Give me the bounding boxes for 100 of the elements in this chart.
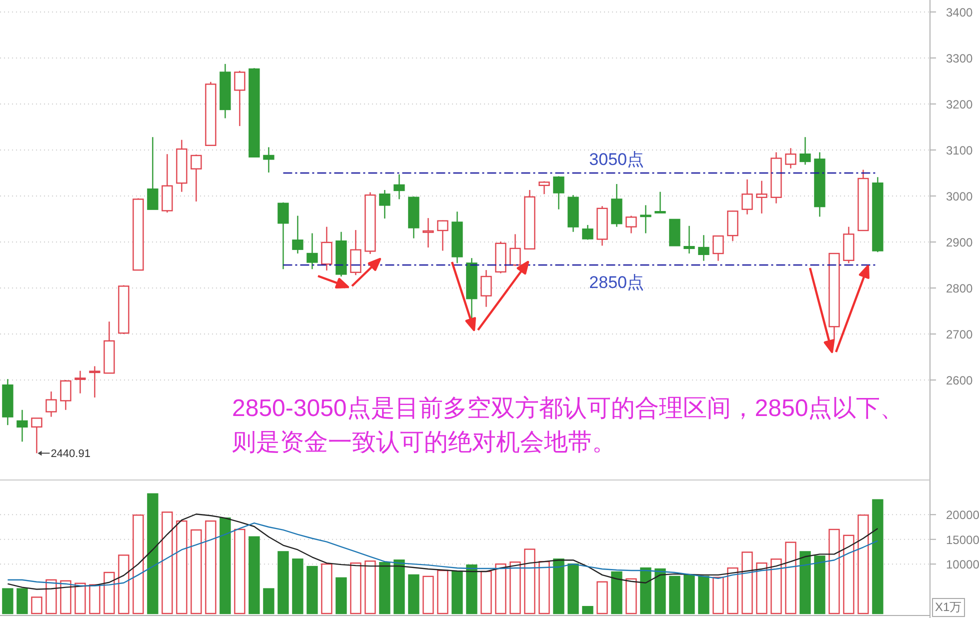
bar — [364, 560, 376, 614]
candlestick — [466, 257, 478, 319]
bar — [553, 558, 564, 614]
candlestick — [684, 225, 695, 254]
y-tick-label: 3400 — [946, 5, 974, 20]
candlestick — [742, 178, 753, 215]
y-tick-label: 3300 — [946, 51, 974, 66]
bar — [336, 577, 347, 614]
candlestick — [379, 189, 390, 220]
text: X1万 — [932, 598, 965, 617]
bar — [727, 567, 738, 614]
bar — [756, 562, 768, 614]
y-tick-label: 15000 — [946, 532, 979, 547]
candlestick — [785, 148, 796, 169]
bar — [828, 528, 840, 614]
bar — [394, 560, 405, 614]
candlestick — [480, 269, 492, 308]
annotation: 2440.91 — [50, 448, 90, 460]
bar — [684, 574, 695, 614]
y-tick-label: 2900 — [946, 235, 974, 250]
bar — [654, 568, 666, 614]
bar — [480, 570, 492, 614]
bar — [89, 584, 100, 614]
bar — [698, 576, 710, 614]
bar — [220, 517, 231, 614]
candlestick — [89, 366, 100, 398]
candlestick — [306, 232, 318, 270]
candlestick — [843, 226, 854, 264]
bar — [800, 551, 811, 614]
candlestick — [263, 146, 274, 174]
candlestick — [698, 234, 710, 262]
bar — [770, 558, 782, 614]
candlestick — [568, 194, 579, 232]
bar — [640, 567, 652, 614]
candlestick — [640, 204, 652, 234]
bar — [712, 576, 724, 614]
bar — [60, 580, 72, 614]
candlestick — [770, 152, 782, 204]
bar — [510, 561, 521, 614]
bar — [350, 562, 362, 614]
bar — [379, 562, 390, 614]
candlestick — [292, 215, 304, 254]
candlestick — [74, 370, 86, 394]
candlestick — [422, 217, 434, 248]
bar — [596, 581, 608, 614]
bar — [452, 570, 463, 614]
bar — [205, 520, 216, 614]
bar — [568, 563, 579, 614]
y-tick-label: 2800 — [946, 281, 974, 296]
candlestick — [800, 136, 811, 166]
bar — [162, 512, 173, 614]
bar — [132, 514, 144, 614]
bar — [582, 606, 594, 614]
bar — [176, 520, 188, 614]
bar — [321, 563, 332, 614]
y-tick-label: 10000 — [946, 558, 979, 572]
candlestick — [364, 192, 376, 255]
candlestick — [611, 183, 622, 228]
y-tick-label: 20000 — [946, 508, 979, 522]
bar — [422, 576, 434, 614]
line-series — [7, 522, 878, 586]
candlestick — [756, 180, 768, 214]
bar — [858, 514, 869, 614]
bar — [118, 554, 130, 614]
candlestick — [596, 206, 608, 246]
bar — [785, 542, 796, 614]
y-tick-label: 2700 — [946, 328, 974, 342]
bar — [466, 564, 478, 614]
bar — [2, 588, 14, 614]
candlestick — [176, 139, 188, 192]
bar — [626, 578, 637, 614]
candlestick — [814, 152, 826, 218]
bar — [814, 556, 826, 614]
bar — [147, 493, 158, 614]
bar — [278, 551, 289, 614]
line-series — [7, 514, 878, 590]
bar — [74, 582, 86, 614]
candlestick — [16, 409, 28, 442]
bar — [495, 563, 506, 614]
bar — [31, 596, 42, 614]
y-tick-label: 2600 — [946, 374, 974, 388]
bar — [524, 548, 536, 614]
bar — [16, 588, 28, 614]
bar — [742, 552, 753, 614]
bar — [437, 570, 448, 614]
series-label: 3050点 — [589, 150, 644, 169]
candlestick — [2, 378, 14, 426]
candlestick — [394, 174, 405, 200]
candlestick — [452, 211, 463, 264]
bar — [872, 499, 884, 614]
bar — [538, 560, 550, 614]
y-tick-label: 3200 — [946, 97, 974, 112]
candlestick — [220, 63, 231, 119]
annotation: 2850-3050点是目前多空双方都认可的合理区间，2850点以下、则是资金一致认可的绝对机会地带。 — [232, 394, 906, 458]
bar — [306, 566, 318, 614]
bar — [669, 576, 680, 614]
candlestick — [350, 229, 362, 276]
bar — [46, 579, 57, 614]
bar — [843, 534, 854, 614]
candlestick — [46, 390, 57, 418]
